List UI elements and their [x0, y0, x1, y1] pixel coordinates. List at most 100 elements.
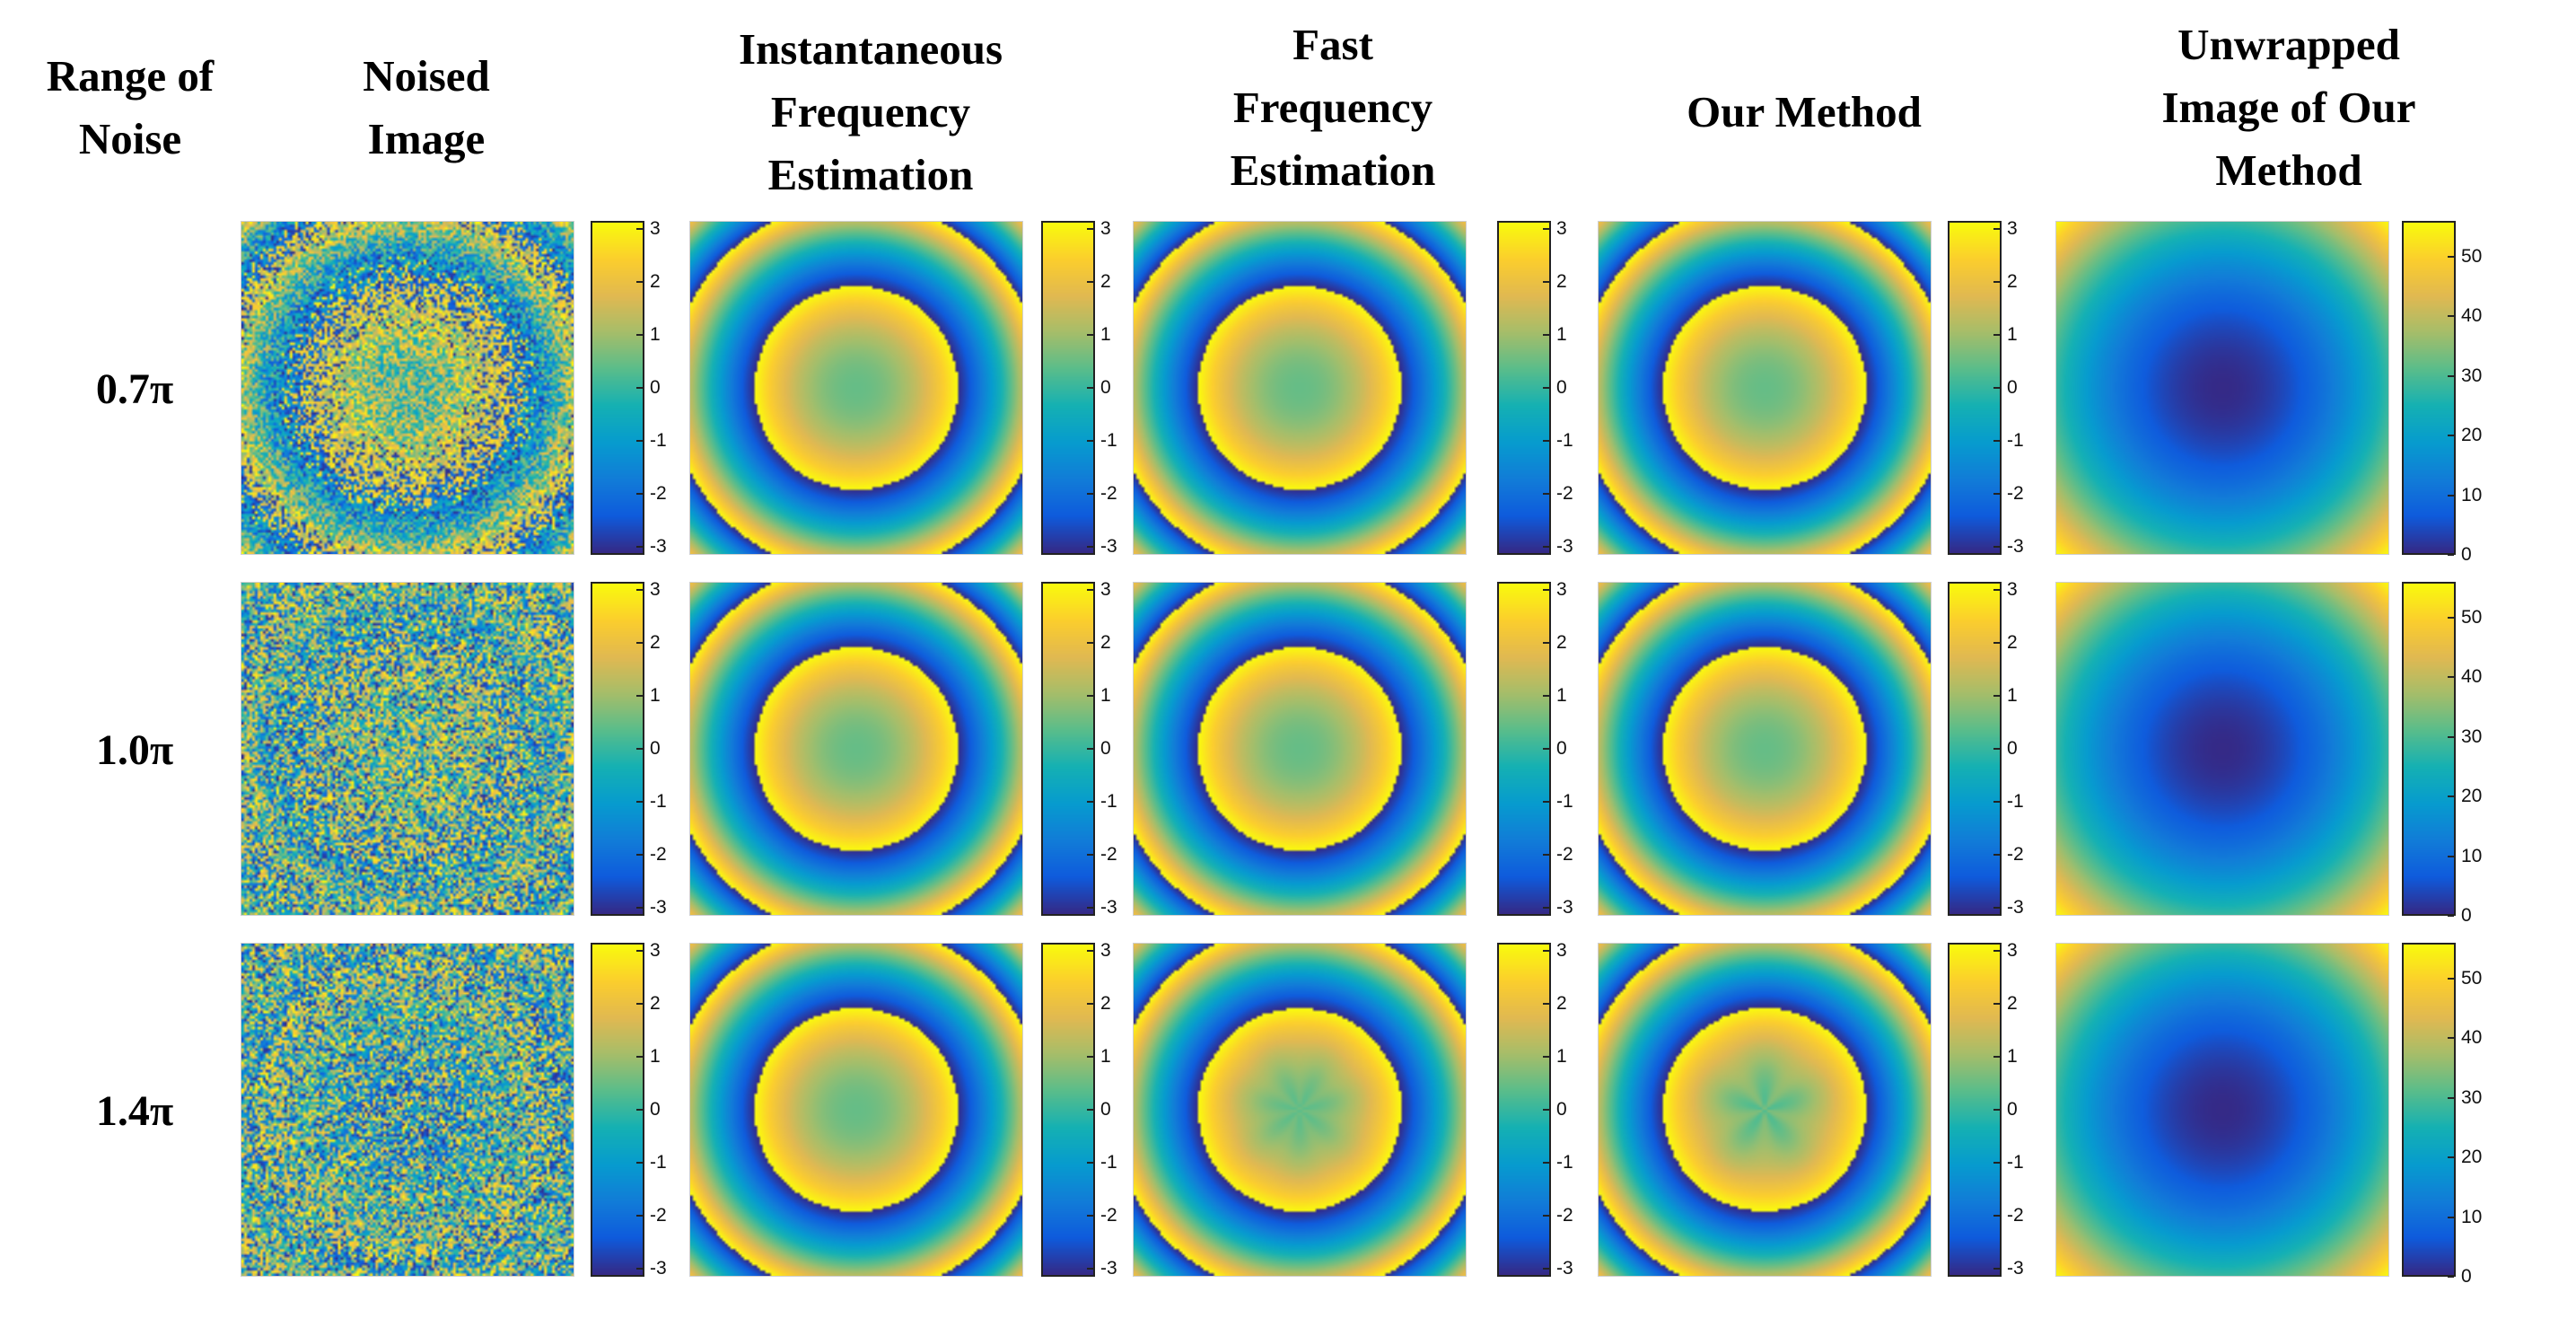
colorbar-tick-mark — [1993, 440, 2000, 443]
colorbar-tick-label: 0 — [2461, 1266, 2472, 1287]
colorbar-tick-mark — [636, 1215, 643, 1217]
colorbar-tick-label: 3 — [650, 217, 661, 239]
colorbar-tick-mark — [1543, 1268, 1549, 1270]
colorbar-tick-label: 3 — [1100, 939, 1111, 961]
colorbar-tick-mark — [636, 588, 643, 591]
colorbar-tick-label: 1 — [1556, 1045, 1567, 1067]
colorbar-tick-mark — [2448, 616, 2454, 619]
row-label-noise-range: 0.7π — [95, 365, 174, 413]
colorbar-tick-mark — [1993, 907, 2000, 910]
colorbar-tick-label: 1 — [2007, 323, 2018, 345]
phase-map-inst — [690, 222, 1022, 554]
colorbar-tick-mark — [1087, 1162, 1093, 1165]
colorbar-tick-mark — [1087, 694, 1093, 697]
colorbar-tick-label: 2 — [1556, 631, 1567, 653]
colorbar-tick-mark — [1993, 493, 2000, 496]
colorbar-tick-mark — [1993, 641, 2000, 644]
phase-map-unwrapped — [2056, 583, 2388, 915]
colorbar-tick-mark — [2448, 735, 2454, 738]
colorbar-tick-label: -1 — [2007, 430, 2024, 452]
colorbar-tick-label: 3 — [2007, 939, 2018, 961]
phase-map-fast — [1134, 222, 1466, 554]
colorbar-tick-mark — [1543, 748, 1549, 750]
colorbar-tick-label: -2 — [650, 1205, 667, 1226]
colorbar-fast-row-3 — [1497, 943, 1551, 1277]
colorbar-tick-mark — [1087, 801, 1093, 804]
colorbar-tick-mark — [2448, 1276, 2454, 1278]
colorbar-inst-row-3 — [1041, 943, 1095, 1277]
colorbar-tick-label: -2 — [650, 483, 667, 505]
colorbar-tick-label: 1 — [1100, 1045, 1111, 1067]
header-instantaneous-frequency-estimation: Instantaneous Frequency Estimation — [738, 24, 1003, 199]
colorbar-tick-label: 0 — [2007, 1099, 2018, 1120]
colorbar-tick-label: -2 — [1100, 844, 1117, 866]
colorbar-tick-mark — [1087, 1215, 1093, 1217]
colorbar-tick-label: -3 — [650, 1258, 667, 1279]
phase-map-fast — [1134, 944, 1466, 1276]
phase-map-unwrapped — [2056, 944, 2388, 1276]
colorbar-tick-mark — [1993, 1215, 2000, 1217]
colorbar-tick-mark — [1087, 440, 1093, 443]
colorbar-noised-row-2 — [591, 582, 644, 916]
colorbar-tick-label: 3 — [650, 578, 661, 600]
colorbar-tick-mark — [636, 333, 643, 336]
colorbar-tick-mark — [1543, 333, 1549, 336]
colorbar-tick-mark — [1543, 227, 1549, 230]
colorbar-noised-row-3 — [591, 943, 644, 1277]
colorbar-tick-label: 1 — [1556, 684, 1567, 706]
colorbar-tick-mark — [1993, 854, 2000, 857]
panel-unwrapped-row-3 — [2055, 943, 2389, 1277]
colorbar-tick-label: 2 — [1556, 270, 1567, 292]
colorbar-tick-label: 2 — [2007, 270, 2018, 292]
colorbar-tick-label: 2 — [2007, 992, 2018, 1014]
colorbar-tick-label: 1 — [2007, 1045, 2018, 1067]
colorbar-tick-label: -3 — [2007, 897, 2024, 918]
colorbar-tick-mark — [2448, 374, 2454, 377]
colorbar-tick-mark — [1543, 440, 1549, 443]
colorbar-tick-label: -1 — [1556, 791, 1573, 813]
colorbar-tick-mark — [636, 1055, 643, 1058]
panel-fast-row-2 — [1133, 582, 1467, 916]
colorbar-tick-label: 1 — [650, 323, 661, 345]
colorbar-tick-mark — [2448, 1216, 2454, 1218]
colorbar-tick-label: 0 — [2461, 905, 2472, 926]
colorbar-tick-mark — [636, 1268, 643, 1270]
colorbar-tick-label: 3 — [1100, 578, 1111, 600]
colorbar-inst-row-2 — [1041, 582, 1095, 916]
colorbar-tick-mark — [1087, 949, 1093, 952]
colorbar-tick-label: 0 — [650, 1099, 661, 1120]
colorbar-tick-mark — [1087, 641, 1093, 644]
panel-noised-row-1 — [241, 221, 574, 555]
colorbar-tick-label: 2 — [650, 631, 661, 653]
colorbar-tick-label: -1 — [1556, 1152, 1573, 1173]
colorbar-tick-label: 0 — [1556, 377, 1567, 398]
colorbar-inst-row-1 — [1041, 221, 1095, 555]
colorbar-tick-mark — [2448, 1096, 2454, 1099]
colorbar-tick-mark — [1993, 546, 2000, 549]
colorbar-tick-mark — [1087, 1268, 1093, 1270]
colorbar-tick-mark — [1993, 1109, 2000, 1111]
colorbar-tick-mark — [1087, 387, 1093, 389]
colorbar-tick-mark — [1993, 588, 2000, 591]
colorbar-tick-mark — [1543, 588, 1549, 591]
colorbar-tick-label: 3 — [2007, 217, 2018, 239]
colorbar-tick-mark — [1543, 694, 1549, 697]
colorbar-tick-mark — [2448, 1156, 2454, 1159]
colorbar-tick-label: -2 — [1556, 844, 1573, 866]
colorbar-tick-label: 0 — [1556, 738, 1567, 759]
colorbar-tick-label: -2 — [2007, 483, 2024, 505]
colorbar-tick-label: -2 — [1100, 483, 1117, 505]
colorbar-tick-label: 10 — [2461, 845, 2483, 866]
colorbar-tick-mark — [2448, 255, 2454, 258]
colorbar-tick-mark — [1087, 1109, 1093, 1111]
colorbar-tick-label: 2 — [1100, 270, 1111, 292]
colorbar-tick-mark — [636, 493, 643, 496]
row-label-noise-range: 1.0π — [95, 726, 174, 774]
colorbar-tick-label: 20 — [2461, 1147, 2483, 1168]
colorbar-tick-label: 50 — [2461, 245, 2483, 267]
colorbar-tick-label: 1 — [1100, 323, 1111, 345]
colorbar-tick-label: 1 — [2007, 684, 2018, 706]
colorbar-tick-label: 20 — [2461, 425, 2483, 446]
colorbar-tick-mark — [1087, 1055, 1093, 1058]
colorbar-tick-mark — [1993, 1055, 2000, 1058]
